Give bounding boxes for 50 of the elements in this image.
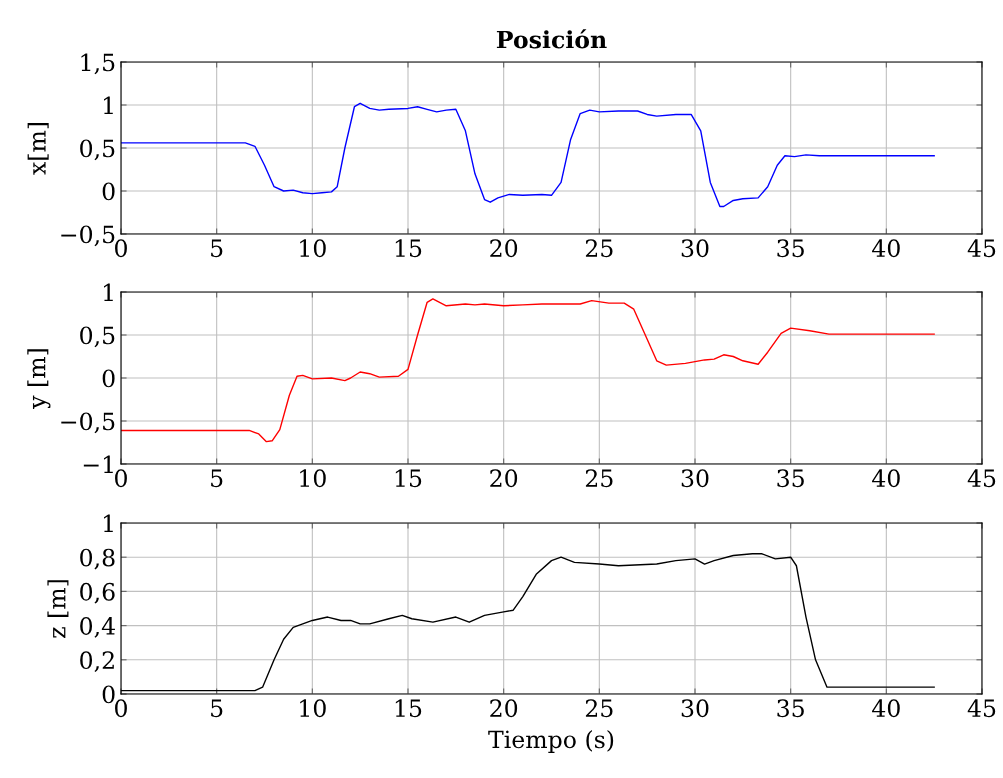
x-tick-label: 25: [585, 469, 613, 488]
x-tick-label: 35: [777, 469, 804, 488]
x-tick-label: 10: [300, 469, 326, 488]
x-tick-label: 10: [300, 699, 326, 718]
x-tick-label: 20: [490, 239, 518, 258]
y-axis-title: y [m]: [27, 349, 51, 409]
x-tick-label: 5: [211, 699, 223, 718]
line-series: [121, 102, 935, 208]
y-axis-title: z [m]: [47, 580, 69, 638]
y-tick-label: 0,5: [80, 139, 115, 161]
y-tick-label: 0: [102, 685, 115, 704]
y-tick-label: −1: [83, 455, 113, 473]
line-series: [121, 298, 935, 443]
y-tick-label: −0,5: [61, 225, 115, 247]
y-tick-label: 1: [104, 96, 113, 114]
x-tick-label: 25: [585, 239, 613, 258]
x-tick-label: 30: [681, 699, 709, 718]
x-tick-label: 15: [395, 699, 422, 718]
x-tick-label: 45: [967, 699, 996, 718]
x-tick-label: 30: [681, 469, 709, 488]
y-tick-label: 0,2: [80, 651, 114, 672]
y-tick-label: 0: [102, 182, 115, 201]
x-tick-label: 20: [490, 469, 518, 488]
y-tick-label: 0,5: [80, 326, 115, 348]
x-axis-title: Tiempo (s): [488, 730, 614, 753]
x-tick-label: 20: [490, 699, 518, 718]
x-tick-label: 15: [395, 239, 422, 258]
y-tick-label: 0,8: [80, 548, 115, 570]
chart-title: Posición: [496, 29, 607, 49]
y-tick-label: 0,6: [80, 582, 115, 604]
y-tick-label: 0,4: [80, 617, 115, 638]
x-tick-label: 45: [967, 469, 996, 488]
x-tick-label: 35: [777, 699, 804, 718]
y-tick-label: −0,5: [61, 412, 115, 434]
x-tick-label: 10: [300, 239, 326, 258]
x-tick-label: 25: [585, 699, 613, 718]
x-tick-label: 35: [777, 239, 804, 258]
y-axis-title: x[m]: [27, 122, 49, 175]
y-tick-label: 0: [102, 369, 115, 388]
x-tick-label: 40: [872, 699, 900, 718]
x-tick-label: 40: [872, 469, 900, 488]
x-tick-label: 5: [211, 239, 223, 258]
y-tick-label: 1: [104, 514, 113, 532]
y-tick-label: 1: [104, 283, 113, 301]
x-tick-label: 5: [211, 469, 223, 488]
x-tick-label: 45: [967, 239, 996, 258]
y-tick-label: 1,5: [81, 53, 115, 75]
x-tick-label: 15: [395, 469, 422, 488]
x-tick-label: 30: [681, 239, 709, 258]
x-tick-label: 40: [872, 239, 900, 258]
